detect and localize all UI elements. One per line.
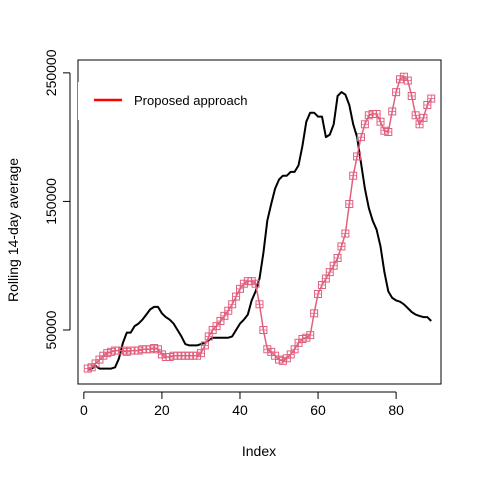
x-tick-label: 60: [310, 402, 326, 418]
y-axis-title: Rolling 14-day average: [5, 158, 21, 302]
series-line: [87, 75, 432, 370]
x-tick-label: 20: [154, 402, 170, 418]
x-tick-label: 40: [232, 402, 248, 418]
y-tick-label: 50000: [43, 310, 59, 349]
x-axis: 0 20 40 60 80: [80, 391, 404, 418]
plot-frame: [77, 59, 442, 385]
series-1: [83, 72, 436, 373]
x-axis-title: Index: [242, 443, 276, 459]
plot-area: [77, 59, 442, 385]
x-tick-label: 0: [80, 402, 88, 418]
legend: Proposed approach: [78, 82, 273, 120]
y-axis: 50000 150000 250000: [43, 49, 71, 349]
y-tick-label: 150000: [43, 178, 59, 225]
legend-label: Proposed approach: [134, 93, 247, 108]
series-0: [87, 91, 432, 370]
y-tick-label: 250000: [43, 49, 59, 96]
x-tick-label: 80: [388, 402, 404, 418]
series-line: [87, 91, 432, 370]
